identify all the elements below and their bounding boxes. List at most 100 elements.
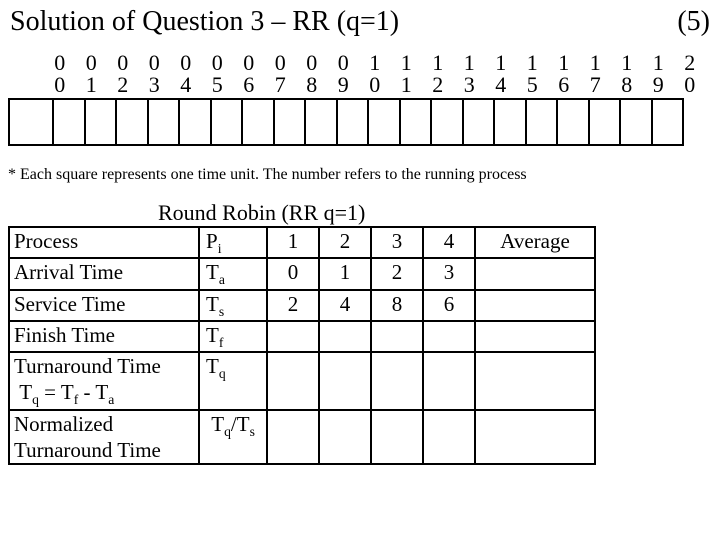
timeline-cell bbox=[621, 98, 653, 146]
row-label: Finish Time bbox=[9, 321, 199, 352]
timeline-cell bbox=[180, 98, 212, 146]
timeline-digit: 6 bbox=[233, 74, 265, 96]
timeline-digit: 2 bbox=[422, 74, 454, 96]
table-row: Service TimeTs2486 bbox=[9, 290, 595, 321]
average-cell bbox=[475, 258, 595, 289]
table-cell: 3 bbox=[371, 227, 423, 258]
table-cell: 8 bbox=[371, 290, 423, 321]
timeline-digit: 1 bbox=[485, 52, 517, 74]
average-cell bbox=[475, 290, 595, 321]
timeline-digit: 9 bbox=[328, 74, 360, 96]
timeline-cell bbox=[369, 98, 401, 146]
timeline-digit: 8 bbox=[296, 74, 328, 96]
timeline-cell bbox=[464, 98, 496, 146]
timeline-cell bbox=[306, 98, 338, 146]
row-symbol: Ts bbox=[199, 290, 267, 321]
timeline-cell bbox=[275, 98, 307, 146]
timeline-digit: 0 bbox=[44, 52, 76, 74]
table-row: Arrival TimeTa0123 bbox=[9, 258, 595, 289]
table-cell bbox=[319, 321, 371, 352]
timeline-digit: 2 bbox=[107, 74, 139, 96]
timeline-digit: 7 bbox=[580, 74, 612, 96]
timeline-cell bbox=[149, 98, 181, 146]
table-cell bbox=[423, 321, 475, 352]
timeline-digit: 0 bbox=[328, 52, 360, 74]
table-title: Round Robin (RR q=1) bbox=[8, 200, 712, 226]
table-cell bbox=[267, 352, 319, 410]
timeline-cell bbox=[432, 98, 464, 146]
row-label: Turnaround Time Tq = Tf - Ta bbox=[9, 352, 199, 410]
table-cell bbox=[371, 321, 423, 352]
timeline-digit: 1 bbox=[611, 52, 643, 74]
timeline-cell bbox=[401, 98, 433, 146]
average-cell bbox=[475, 410, 595, 465]
table-row: Turnaround Time Tq = Tf - TaTq bbox=[9, 352, 595, 410]
timeline-digit: 0 bbox=[170, 52, 202, 74]
timeline-digit: 1 bbox=[580, 52, 612, 74]
timeline-digit: 0 bbox=[202, 52, 234, 74]
table-cell bbox=[423, 352, 475, 410]
timeline-cell bbox=[86, 98, 118, 146]
row-label: Service Time bbox=[9, 290, 199, 321]
table-cell bbox=[371, 352, 423, 410]
footnote: * Each square represents one time unit. … bbox=[8, 166, 712, 184]
timeline-digit: 5 bbox=[517, 74, 549, 96]
timeline-digit: 1 bbox=[76, 74, 108, 96]
table-cell bbox=[319, 352, 371, 410]
timeline: 000000000011111111112 012345678901234567… bbox=[8, 52, 712, 146]
timeline-cell bbox=[117, 98, 149, 146]
timeline-digit: 0 bbox=[233, 52, 265, 74]
row-symbol: Tq bbox=[199, 352, 267, 410]
timeline-boxes bbox=[8, 98, 712, 146]
timeline-digit: 1 bbox=[643, 52, 675, 74]
table-cell: 2 bbox=[267, 290, 319, 321]
table-cell bbox=[319, 410, 371, 465]
timeline-digit: 2 bbox=[674, 52, 706, 74]
timeline-digit: 8 bbox=[611, 74, 643, 96]
table-cell bbox=[371, 410, 423, 465]
timeline-cell bbox=[338, 98, 370, 146]
timeline-digit: 3 bbox=[454, 74, 486, 96]
timeline-cell bbox=[653, 98, 685, 146]
rr-table: ProcessPi1234AverageArrival TimeTa0123Se… bbox=[8, 226, 596, 465]
timeline-digit: 1 bbox=[422, 52, 454, 74]
timeline-digit: 1 bbox=[391, 74, 423, 96]
timeline-cell bbox=[495, 98, 527, 146]
timeline-digit: 7 bbox=[265, 74, 297, 96]
table-cell: 4 bbox=[423, 227, 475, 258]
timeline-row-bottom: 012345678901234567890 bbox=[8, 74, 712, 96]
timeline-cell bbox=[590, 98, 622, 146]
timeline-digit: 0 bbox=[265, 52, 297, 74]
timeline-digit: 1 bbox=[391, 52, 423, 74]
table-cell: 0 bbox=[267, 258, 319, 289]
page-title: Solution of Question 3 – RR (q=1) bbox=[10, 6, 399, 38]
row-symbol: Ta bbox=[199, 258, 267, 289]
table-cell: 1 bbox=[319, 258, 371, 289]
timeline-digit: 4 bbox=[485, 74, 517, 96]
table-cell bbox=[423, 410, 475, 465]
timeline-digit: 1 bbox=[517, 52, 549, 74]
page-indicator: (5) bbox=[677, 6, 710, 38]
table-cell: 4 bbox=[319, 290, 371, 321]
table-row: Finish TimeTf bbox=[9, 321, 595, 352]
timeline-cell bbox=[10, 98, 54, 146]
timeline-digit: 3 bbox=[139, 74, 171, 96]
row-label: NormalizedTurnaround Time bbox=[9, 410, 199, 465]
average-cell bbox=[475, 352, 595, 410]
table-cell: 2 bbox=[371, 258, 423, 289]
row-label: Arrival Time bbox=[9, 258, 199, 289]
timeline-digit: 1 bbox=[359, 52, 391, 74]
table-cell: 6 bbox=[423, 290, 475, 321]
table-cell: 1 bbox=[267, 227, 319, 258]
title-row: Solution of Question 3 – RR (q=1) (5) bbox=[8, 6, 712, 38]
timeline-digit: 5 bbox=[202, 74, 234, 96]
timeline-digit: 1 bbox=[548, 52, 580, 74]
table-row: ProcessPi1234Average bbox=[9, 227, 595, 258]
timeline-cell bbox=[558, 98, 590, 146]
timeline-digit: 0 bbox=[107, 52, 139, 74]
table-cell bbox=[267, 410, 319, 465]
timeline-cell bbox=[54, 98, 86, 146]
row-symbol: Tf bbox=[199, 321, 267, 352]
timeline-digit: 0 bbox=[44, 74, 76, 96]
timeline-digit: 0 bbox=[296, 52, 328, 74]
